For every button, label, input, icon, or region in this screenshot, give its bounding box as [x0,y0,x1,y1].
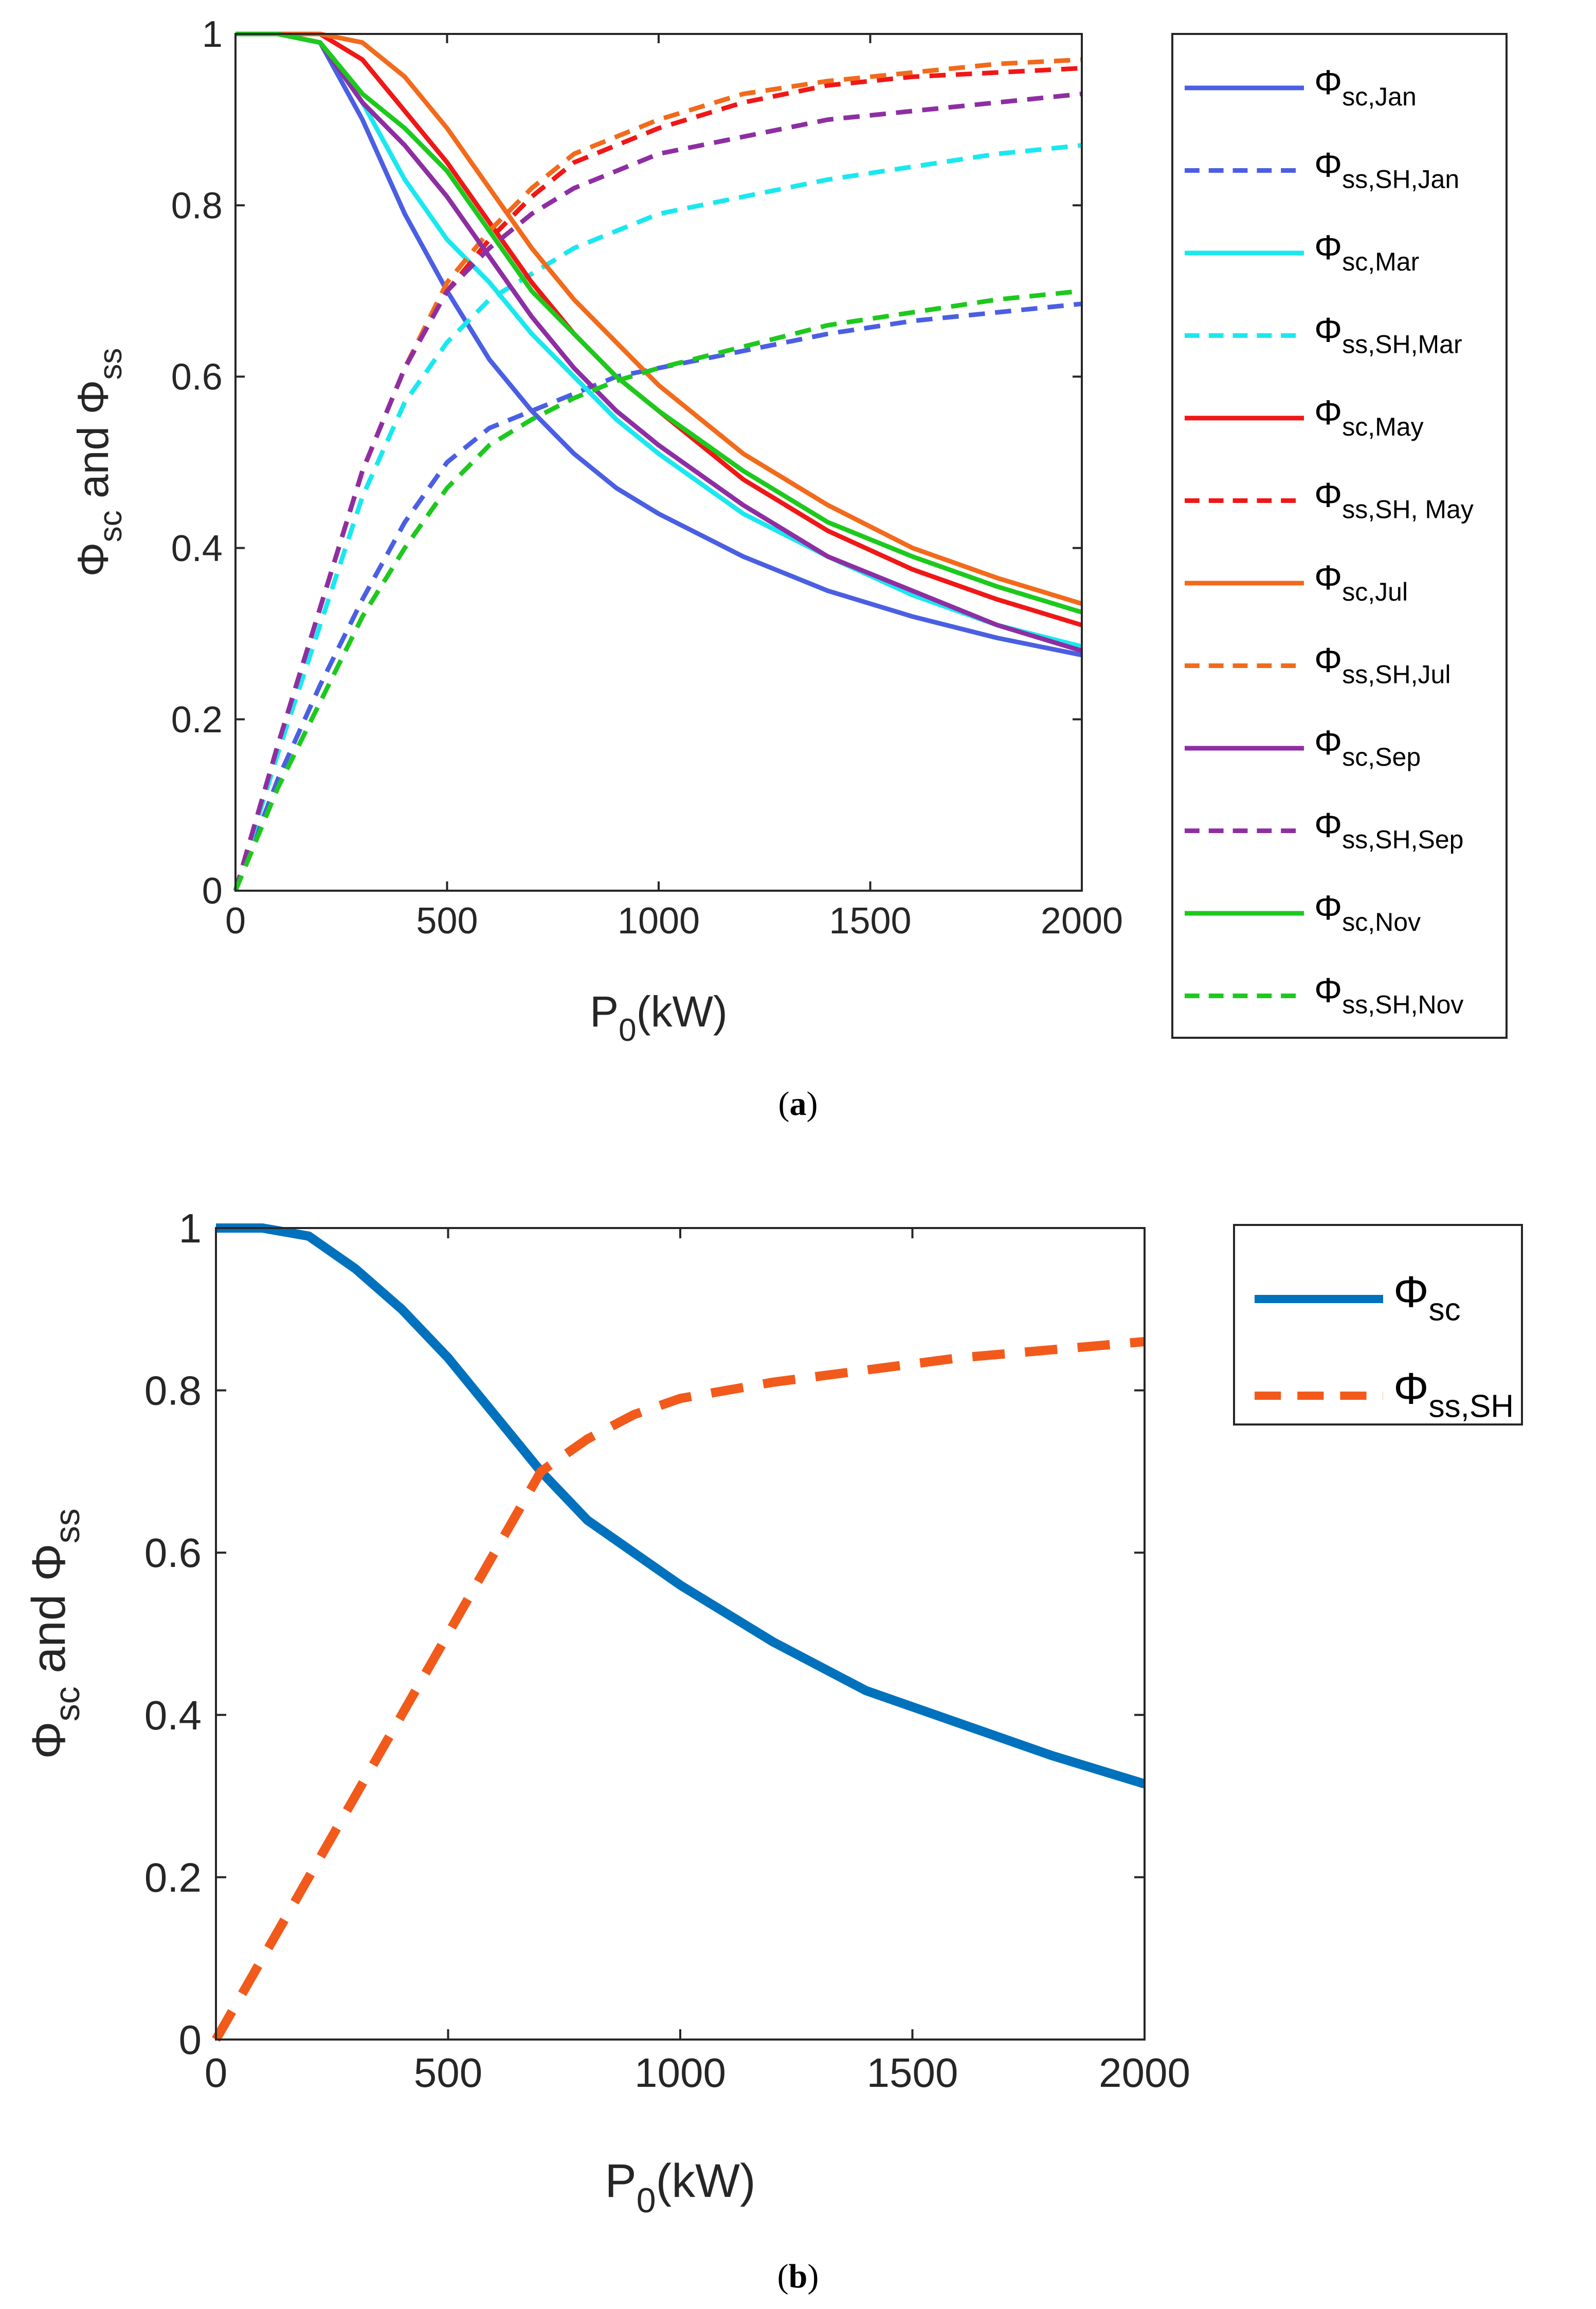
panel-a-series-lines [233,31,1083,892]
panel-a-y-ticks: 0 0.2 0.4 0.6 0.8 1 [171,14,1082,912]
series-line-a-3 [233,143,1082,892]
panel-a-legend-box [1171,33,1508,1039]
y-tick-label: 0.4 [171,528,223,569]
legend-label: Φss,SH,Jan [1314,146,1459,194]
x-tick-label: 2000 [1099,2050,1190,2096]
panel-a-x-ticks: 0 500 1000 1500 2000 [225,34,1123,942]
y-tick-label: 1 [202,14,223,55]
x-tick-label: 500 [414,2050,482,2096]
legend-label: Φsc,Sep [1314,723,1421,771]
y-tick-label: 0 [202,871,223,912]
series-line-a-11 [233,288,1082,892]
legend-label: Φss,SH,Nov [1314,971,1463,1019]
y-tick-label: 0.2 [171,699,223,741]
series-line-a-10 [235,31,1083,615]
panel-b-legend: Φsc Φss,SH [1255,1267,1514,1424]
x-tick-label: 1500 [829,900,911,942]
series-line-a-0 [235,31,1082,658]
legend-label: Φsc,Jan [1314,63,1417,111]
panel-a-y-axis-label: Φsc and Φss [69,348,129,577]
legend-label: Φsc,Nov [1314,888,1421,936]
legend-label: Φsc,Jul [1314,558,1408,606]
series-line-a-6 [235,31,1083,606]
series-line-b-1 [212,1337,1145,2042]
series-line-a-9 [233,92,1082,892]
series-line-a-7 [233,57,1082,892]
x-tick-label: 0 [225,900,246,942]
y-tick-label: 1 [179,1205,202,1251]
legend-label: Φsc,May [1314,393,1424,441]
series-line-a-5 [233,66,1082,892]
panel-b-caption: (b) [777,2258,819,2295]
panel-b-x-ticks: 0 500 1000 1500 2000 [205,1228,1190,2096]
panel-b-legend-box [1233,1224,1523,1426]
legend-label: Φss,SH [1393,1364,1514,1424]
y-tick-label: 0.8 [171,185,223,226]
x-tick-label: 0 [205,2050,228,2096]
legend-label: Φsc [1393,1267,1461,1327]
y-tick-label: 0.6 [144,1530,202,1576]
panel-a-caption: (a) [778,1085,818,1123]
x-tick-label: 500 [416,900,478,942]
legend-label: Φss,SH,Jul [1314,641,1450,689]
y-tick-label: 0.6 [171,357,223,398]
y-tick-label: 0.2 [144,1854,202,1900]
x-tick-label: 2000 [1041,900,1123,942]
legend-label: Φss,SH,Mar [1314,311,1462,359]
series-line-a-1 [233,301,1082,892]
series-line-a-8 [235,31,1083,653]
legend-label: Φss,SH,Sep [1314,806,1463,854]
y-tick-label: 0.8 [144,1368,202,1414]
legend-label: Φss,SH, May [1314,476,1474,524]
panel-a-x-axis-label: P0(kW) [590,987,728,1048]
panel-b: 0 500 1000 1500 2000 0 0.2 0.4 0.6 0.8 1 P0(kW) Φ… [23,1205,1523,2295]
panel-b-series-lines [212,1223,1146,2042]
series-line-b-0 [216,1223,1146,1789]
series-line-a-4 [235,31,1083,627]
x-tick-label: 1000 [618,900,700,942]
panel-b-x-axis-label: P0(kW) [605,2155,755,2220]
x-tick-label: 1500 [867,2050,958,2096]
legend-label: Φsc,Mar [1314,228,1419,276]
panel-b-y-ticks: 0 0.2 0.4 0.6 0.8 1 [144,1205,1145,2063]
y-tick-label: 0.4 [144,1692,202,1738]
x-tick-label: 1000 [634,2050,726,2096]
panel-a: 0 500 1000 1500 2000 0 0.2 0.4 0.6 0.8 1 P0(kW) Φ… [69,14,1508,1123]
panel-b-y-axis-label: Φsc and Φss [23,1508,87,1759]
y-tick-label: 0 [179,2017,202,2063]
panel-a-legend: Φsc,Jan Φss,SH,Jan Φsc,Mar Φss,SH,Mar Φsc,Ma… [1185,63,1474,1019]
